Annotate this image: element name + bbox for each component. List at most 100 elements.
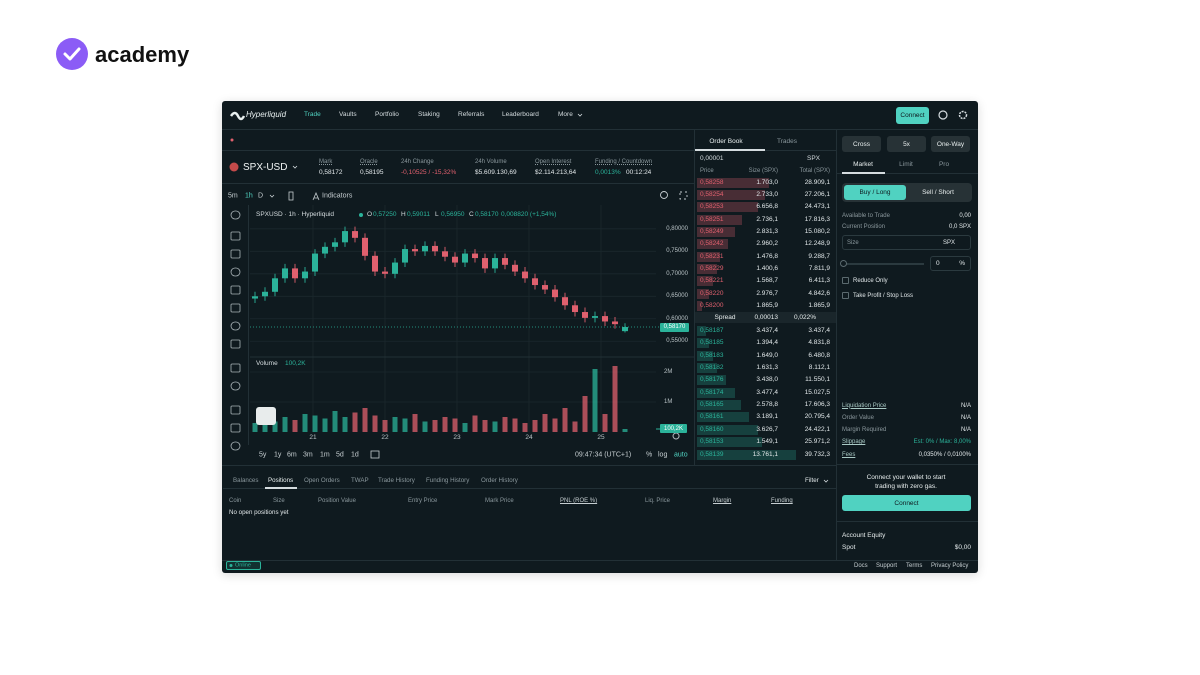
range-button[interactable]: 6m [287, 451, 297, 459]
tool-icon [230, 441, 241, 451]
buy-label[interactable]: Buy / Long [859, 188, 891, 196]
nav-item[interactable]: Trade [304, 110, 321, 118]
order-tab[interactable]: Market [853, 160, 873, 168]
order-tab[interactable]: Pro [938, 160, 950, 168]
connect-label[interactable]: Connect [894, 499, 919, 507]
y-tick-label: 0,65000 [666, 293, 688, 300]
nav-item[interactable]: Referrals [458, 110, 485, 118]
footer-link[interactable]: Privacy Policy [931, 563, 969, 569]
depth-bar [697, 202, 759, 213]
price: 0,58221 [700, 277, 724, 285]
positions-tab[interactable]: Funding History [426, 476, 470, 484]
coin-icon [229, 162, 239, 172]
size: 3.437,4 [756, 326, 778, 334]
range-button[interactable]: 1m [320, 451, 330, 459]
volume-bar [562, 408, 568, 432]
range-button[interactable]: 5d [336, 451, 344, 459]
tool-icon [230, 285, 241, 295]
total: 39.732,3 [804, 450, 830, 458]
total: 28.909,1 [804, 178, 830, 186]
stat-value: 0,58195 [360, 168, 384, 176]
interval[interactable]: D [258, 192, 264, 200]
spread-row [695, 312, 836, 323]
status: Online [235, 561, 251, 568]
mode-button[interactable] [887, 136, 926, 152]
depth-bar [697, 239, 728, 250]
mode-button-label[interactable]: One-Way [936, 140, 965, 148]
footer-link[interactable]: Terms [906, 563, 923, 569]
nav-item[interactable]: Leaderboard [502, 110, 539, 118]
order-tab[interactable]: Limit [899, 160, 913, 168]
mode-button-label[interactable]: Cross [853, 140, 870, 148]
divider [837, 521, 978, 522]
size: 1.400,6 [756, 264, 778, 272]
nav-item[interactable]: Vaults [339, 110, 357, 118]
candle-body [342, 231, 348, 243]
candle-body [432, 245, 438, 252]
range-button[interactable]: 1y [274, 451, 282, 459]
filter[interactable]: Filter [805, 476, 819, 484]
mode-button[interactable] [931, 136, 970, 152]
depth-bar [697, 177, 770, 188]
logo-icon [56, 38, 88, 70]
indicators-button[interactable]: Indicators [322, 192, 353, 200]
price: 0,58185 [700, 339, 724, 347]
depth-bar [697, 449, 797, 460]
nav-item[interactable]: Portfolio [375, 110, 399, 118]
sell-label[interactable]: Sell / Short [922, 188, 954, 196]
tab[interactable]: Trades [777, 137, 797, 145]
price: 0,58161 [700, 413, 724, 421]
footer-link[interactable]: Docs [854, 563, 868, 569]
volume-bar [522, 423, 528, 432]
depth-bar [697, 437, 762, 448]
globe-icon [938, 110, 948, 120]
ohlc-value: 0,59011 [407, 210, 431, 218]
stat-label: Oracle [360, 159, 378, 165]
footer-link[interactable]: Support [876, 563, 898, 569]
divider [695, 150, 836, 151]
connect-button[interactable] [842, 495, 971, 511]
size-input[interactable] [842, 235, 971, 250]
nav-item[interactable]: Staking [418, 110, 440, 118]
positions-tab[interactable]: Trade History [378, 476, 415, 484]
size: 2.736,1 [756, 215, 778, 223]
buy-button[interactable] [844, 185, 906, 200]
volume-bar [582, 396, 588, 432]
volume-bar [572, 421, 578, 432]
size: 1.394,4 [756, 339, 778, 347]
scale-option[interactable]: auto [674, 451, 688, 459]
mode-button-label[interactable]: 5x [903, 140, 910, 148]
volume-bar [552, 418, 558, 432]
scale-option[interactable]: % [646, 451, 653, 459]
precision-select[interactable]: 0,00001 [700, 154, 724, 162]
range-button[interactable]: 3m [303, 451, 313, 459]
slider-handle[interactable] [840, 260, 847, 267]
volume-bar [312, 415, 318, 432]
percent-input[interactable] [930, 256, 971, 271]
checkbox[interactable] [842, 277, 849, 284]
positions-tab[interactable]: Order History [481, 476, 518, 484]
range-button[interactable]: 5y [259, 451, 267, 459]
symbol[interactable]: SPX-USD [243, 161, 288, 173]
connect-label[interactable]: Connect [900, 111, 925, 119]
positions-tab[interactable]: Positions [268, 476, 294, 484]
positions-tab[interactable]: Open Orders [304, 476, 340, 484]
depth-bar [697, 424, 759, 435]
range-button[interactable]: 1d [351, 451, 359, 459]
connect-button[interactable] [896, 107, 929, 124]
nav-item[interactable]: More [558, 110, 573, 118]
interval[interactable]: 5m [228, 192, 238, 200]
mode-button[interactable] [842, 136, 881, 152]
scale-option[interactable]: log [658, 451, 668, 459]
interval[interactable]: 1h [245, 192, 253, 200]
candle-type-icon [288, 191, 294, 201]
unit-select[interactable]: SPX [807, 154, 821, 162]
volume-tick-label: 2M [664, 369, 673, 375]
price: 0,58220 [700, 289, 724, 297]
checkbox[interactable] [842, 291, 849, 299]
positions-tab[interactable]: TWAP [351, 476, 369, 484]
total: 17.606,3 [804, 400, 830, 408]
positions-tab[interactable]: Balances [233, 476, 259, 484]
volume-bar [302, 414, 308, 432]
tab[interactable]: Order Book [709, 137, 743, 145]
